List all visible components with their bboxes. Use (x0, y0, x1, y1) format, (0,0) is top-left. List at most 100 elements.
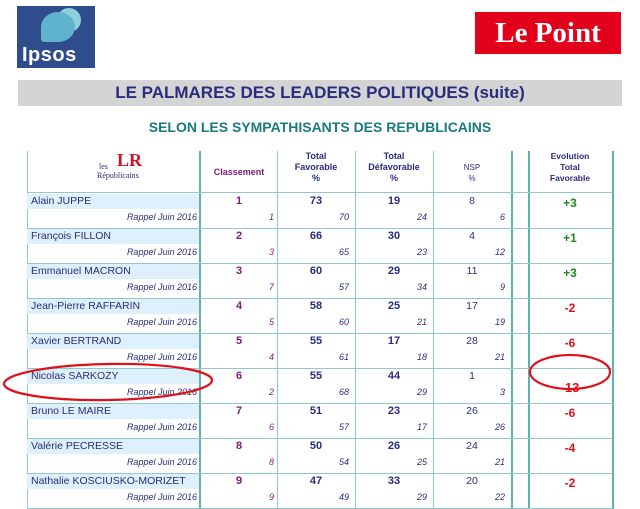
grid-vline (433, 151, 434, 509)
prev-defav-value: 29 (416, 387, 427, 397)
prev-fav-value: 49 (338, 492, 349, 502)
grid-row-line (27, 263, 613, 264)
defav-value: 23 (387, 405, 401, 417)
header-nsp: NSP% (463, 163, 481, 183)
grid-vline (511, 151, 513, 509)
evolution-value: +3 (563, 266, 577, 280)
rappel-label: Rappel Juin 2016 (126, 247, 197, 257)
le-point-logo: Le Point (475, 12, 621, 54)
lr-line1: les (99, 162, 108, 171)
name-cell-bg (27, 299, 199, 314)
fav-value: 47 (309, 475, 323, 487)
rank-value: 7 (235, 405, 243, 417)
header-total-defavorable: Total Défavorable% (368, 151, 420, 183)
prev-rank-value: 7 (268, 282, 274, 292)
le-point-logo-text: Le Point (495, 17, 601, 49)
nsp-value: 17 (466, 300, 478, 312)
rank-value: 4 (235, 300, 243, 312)
prev-defav-value: 29 (416, 492, 427, 502)
fav-value: 51 (309, 405, 323, 417)
evolution-value: -2 (564, 476, 576, 490)
nsp-value: 20 (466, 475, 478, 487)
rank-value: 8 (235, 440, 243, 452)
prev-rank-value: 2 (268, 387, 274, 397)
ipsos-logo-text: Ipsos (22, 44, 77, 66)
defav-value: 25 (387, 300, 401, 312)
candidate-name: Jean-Pierre RAFFARIN (31, 300, 141, 312)
rappel-label: Rappel Juin 2016 (126, 492, 197, 502)
fav-value: 60 (309, 265, 323, 277)
prev-fav-value: 65 (338, 247, 349, 257)
prev-rank-value: 6 (268, 422, 274, 432)
lr-line2: Républicains (97, 171, 139, 180)
header-classement: Classement (213, 167, 265, 177)
prev-rank-value: 4 (268, 352, 274, 362)
nsp-value: 26 (466, 405, 478, 417)
grid-row-line (27, 368, 613, 369)
evolution-value: -6 (564, 336, 576, 350)
rappel-label: Rappel Juin 2016 (126, 352, 197, 362)
name-cell-bg (27, 439, 199, 454)
defav-value: 30 (387, 230, 401, 242)
rappel-label: Rappel Juin 2016 (126, 212, 197, 222)
rappel-label: Rappel Juin 2016 (126, 422, 197, 432)
grid-vline (612, 151, 614, 509)
defav-value: 33 (387, 475, 401, 487)
prev-defav-value: 24 (416, 212, 427, 222)
name-cell-bg (27, 194, 199, 209)
prev-fav-value: 57 (338, 422, 349, 432)
fav-value: 50 (309, 440, 323, 452)
prev-nsp-value: 3 (499, 387, 505, 397)
rank-value: 6 (235, 370, 243, 382)
name-cell-bg (27, 474, 199, 489)
prev-defav-value: 18 (416, 352, 427, 362)
candidate-name: Emmanuel MACRON (31, 265, 131, 277)
grid-header-line (27, 192, 613, 193)
prev-fav-value: 60 (338, 317, 349, 327)
defav-value: 44 (387, 370, 401, 382)
prev-nsp-value: 12 (494, 247, 505, 257)
candidate-name: Valérie PECRESSE (31, 440, 124, 452)
nsp-value: 28 (466, 335, 478, 347)
prev-rank-value: 3 (268, 247, 274, 257)
grid-row-line (27, 438, 613, 439)
rank-value: 2 (235, 230, 243, 242)
prev-rank-value: 8 (268, 457, 274, 467)
rappel-label: Rappel Juin 2016 (126, 282, 197, 292)
evolution-value: +1 (563, 231, 577, 245)
prev-fav-value: 68 (338, 387, 349, 397)
grid-vline (199, 151, 201, 509)
name-cell-bg (27, 264, 199, 279)
grid-vline (277, 151, 278, 509)
candidate-name: Xavier BERTRAND (31, 335, 122, 347)
fav-value: 55 (309, 370, 323, 382)
prev-defav-value: 23 (416, 247, 427, 257)
fav-value: 58 (309, 300, 323, 312)
defav-value: 17 (387, 335, 401, 347)
fav-value: 55 (309, 335, 323, 347)
les-republicains-logo: LR les Républicains (95, 150, 155, 186)
rank-value: 1 (235, 195, 243, 207)
name-cell-bg (27, 229, 199, 244)
nsp-value: 8 (469, 195, 475, 207)
prev-rank-value: 9 (268, 492, 274, 502)
defav-value: 29 (387, 265, 401, 277)
ipsos-logo: Ipsos (17, 6, 95, 68)
lr-mark: LR (117, 150, 143, 170)
prev-nsp-value: 21 (494, 352, 505, 362)
candidate-name: Nicolas SARKOZY (31, 370, 119, 382)
grid-vline (27, 151, 28, 509)
evolution-value: -13 (560, 380, 580, 395)
grid-row-line (27, 333, 613, 334)
nsp-value: 11 (466, 265, 478, 277)
rank-value: 5 (235, 335, 243, 347)
prev-defav-value: 21 (416, 317, 427, 327)
name-cell-bg (27, 369, 199, 384)
fav-value: 66 (309, 230, 323, 242)
prev-nsp-value: 26 (494, 422, 505, 432)
evolution-value: -4 (564, 441, 576, 455)
prev-fav-value: 57 (338, 282, 349, 292)
prev-nsp-value: 22 (494, 492, 505, 502)
defav-value: 19 (387, 195, 401, 207)
evolution-value: +3 (563, 196, 577, 210)
